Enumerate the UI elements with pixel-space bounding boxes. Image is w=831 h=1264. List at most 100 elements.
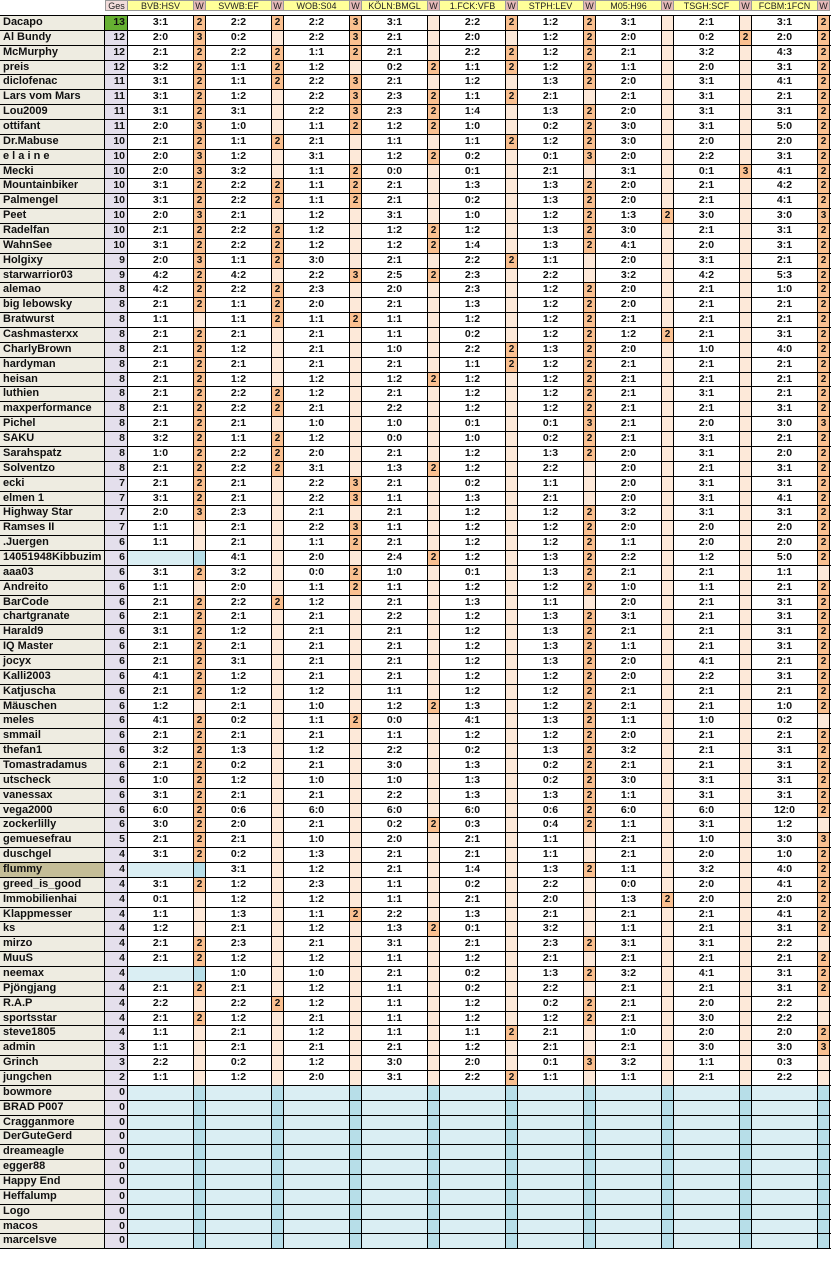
player-name: neemax [0,967,105,981]
tip-score: 0:1 [440,565,506,580]
total-points: 0 [105,1085,128,1100]
total-points: 10 [105,194,128,209]
tip-score: 1:0 [206,967,272,981]
tip-score: 1:1 [596,788,662,803]
tip-score [440,1100,506,1115]
header-match: KÖLN:BMGL [362,0,428,11]
tip-score: 1:1 [206,253,272,268]
tip-points: 2 [194,877,206,892]
tip-score: 2:1 [674,402,740,417]
player-name: Holgixy [0,253,105,268]
tip-points [506,105,518,120]
tip-score: 2:0 [752,30,818,45]
tip-points [350,149,362,164]
tip-score: 1:2 [440,684,506,699]
player-name: Highway Star [0,506,105,521]
tip-points: 2 [584,120,596,134]
tip-points [662,1071,674,1085]
tip-score: 2:1 [674,640,740,654]
tip-score: 2:0 [362,283,428,298]
tip-score: 2:1 [284,669,350,684]
tip-points [506,402,518,417]
tip-score: 2:0 [752,892,818,907]
tip-score: 2:1 [518,952,584,966]
tip-points [428,684,440,699]
player-name: thefan1 [0,744,105,758]
tip-points [584,1204,596,1219]
tip-score: 1:2 [518,16,584,30]
tip-points [428,610,440,625]
tip-score: 1:1 [206,134,272,149]
tip-score: 2:1 [752,729,818,744]
tip-score [752,1145,818,1160]
tip-score: 3:1 [674,476,740,491]
tip-score: 1:2 [206,877,272,892]
tip-points [506,372,518,387]
tip-points [662,30,674,45]
tip-points [662,1204,674,1219]
tip-score: 1:1 [128,1071,194,1085]
player-name: Mecki [0,164,105,179]
tip-score: 2:1 [674,1071,740,1085]
tip-score: 2:2 [284,521,350,536]
header-match: SVWB:EF [206,0,272,11]
tip-points [740,461,752,476]
tip-score [518,1145,584,1160]
tip-points: 2 [194,417,206,432]
tip-score: 2:2 [440,45,506,60]
tip-points [428,1219,440,1234]
tip-score: 3:1 [128,90,194,105]
tip-points [818,1130,830,1145]
tip-points: 2 [350,536,362,550]
tip-score: 3:1 [674,387,740,402]
tip-score: 1:3 [440,907,506,922]
tip-score [596,1175,662,1189]
tip-score: 1:0 [752,283,818,298]
tip-points [662,907,674,922]
tip-score: 2:1 [128,1011,194,1026]
tip-score: 2:1 [752,253,818,268]
tip-points: 3 [740,164,752,179]
tip-points [272,357,284,372]
tip-points [428,758,440,773]
tip-points [506,1115,518,1130]
total-points: 6 [105,580,128,595]
tip-points: 2 [194,75,206,90]
tip-points: 2 [818,699,830,714]
tip-score: 2:1 [752,372,818,387]
tip-points [350,803,362,818]
total-points: 6 [105,669,128,684]
tip-points [740,446,752,461]
tip-points [272,1130,284,1145]
tip-points: 2 [506,253,518,268]
tip-score: 1:2 [284,981,350,996]
tip-score: 1:2 [518,328,584,342]
player-name: hardyman [0,357,105,372]
tip-points: 2 [818,224,830,238]
tip-score: 2:1 [206,610,272,625]
player-name: egger88 [0,1160,105,1175]
tip-score: 2:0 [596,491,662,506]
tip-points [662,1160,674,1175]
tip-score: 1:3 [440,595,506,610]
tip-points: 2 [350,179,362,194]
tip-points: 2 [584,996,596,1011]
tip-score: 3:0 [362,758,428,773]
tip-points: 2 [506,16,518,30]
tip-score [440,1175,506,1189]
tip-score: 2:1 [206,981,272,996]
tip-score [362,1175,428,1189]
tip-score [128,1189,194,1204]
player-name: big lebowsky [0,298,105,313]
player-name: Mäuschen [0,699,105,714]
total-points: 8 [105,372,128,387]
tip-points [740,862,752,877]
player-name: Bratwurst [0,313,105,328]
tip-score: 2:1 [128,298,194,313]
tip-score [362,1100,428,1115]
total-points: 6 [105,773,128,788]
header-match: TSGH:SCF [674,0,740,11]
tip-points [506,788,518,803]
tip-points [662,313,674,328]
player-name: Dr.Mabuse [0,134,105,149]
